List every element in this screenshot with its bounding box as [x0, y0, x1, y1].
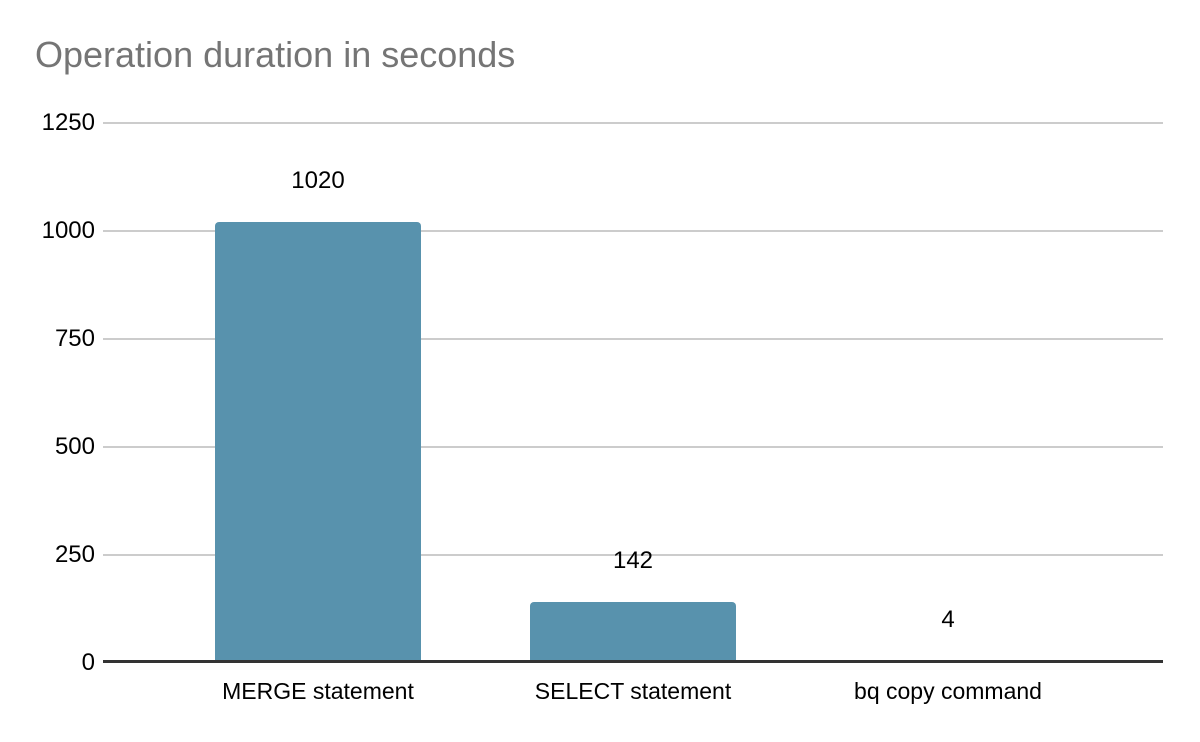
y-axis-tick-label: 500 — [54, 433, 95, 460]
gridline — [103, 446, 1163, 448]
y-axis-tick-label: 0 — [81, 649, 95, 676]
y-axis-tick-label: 1000 — [41, 217, 95, 244]
x-axis-line — [103, 660, 1163, 663]
bar — [215, 222, 421, 663]
bar-value-label: 1020 — [291, 167, 345, 195]
x-axis-category-label: MERGE statement — [222, 678, 414, 704]
y-axis-tick-label: 750 — [54, 325, 95, 352]
bar-value-label: 142 — [612, 546, 654, 574]
x-axis-category-label: SELECT statement — [534, 678, 732, 704]
chart-title: Operation duration in seconds — [35, 34, 516, 75]
gridline — [103, 554, 1163, 556]
gridline — [103, 338, 1163, 340]
x-axis-category-label: bq copy command — [854, 678, 1042, 704]
gridline — [103, 230, 1163, 232]
bar — [530, 601, 736, 663]
y-axis-tick-label: 1250 — [41, 109, 95, 136]
y-axis-tick-label: 250 — [54, 541, 95, 568]
gridline — [103, 122, 1163, 124]
bar-value-label: 4 — [941, 606, 955, 634]
